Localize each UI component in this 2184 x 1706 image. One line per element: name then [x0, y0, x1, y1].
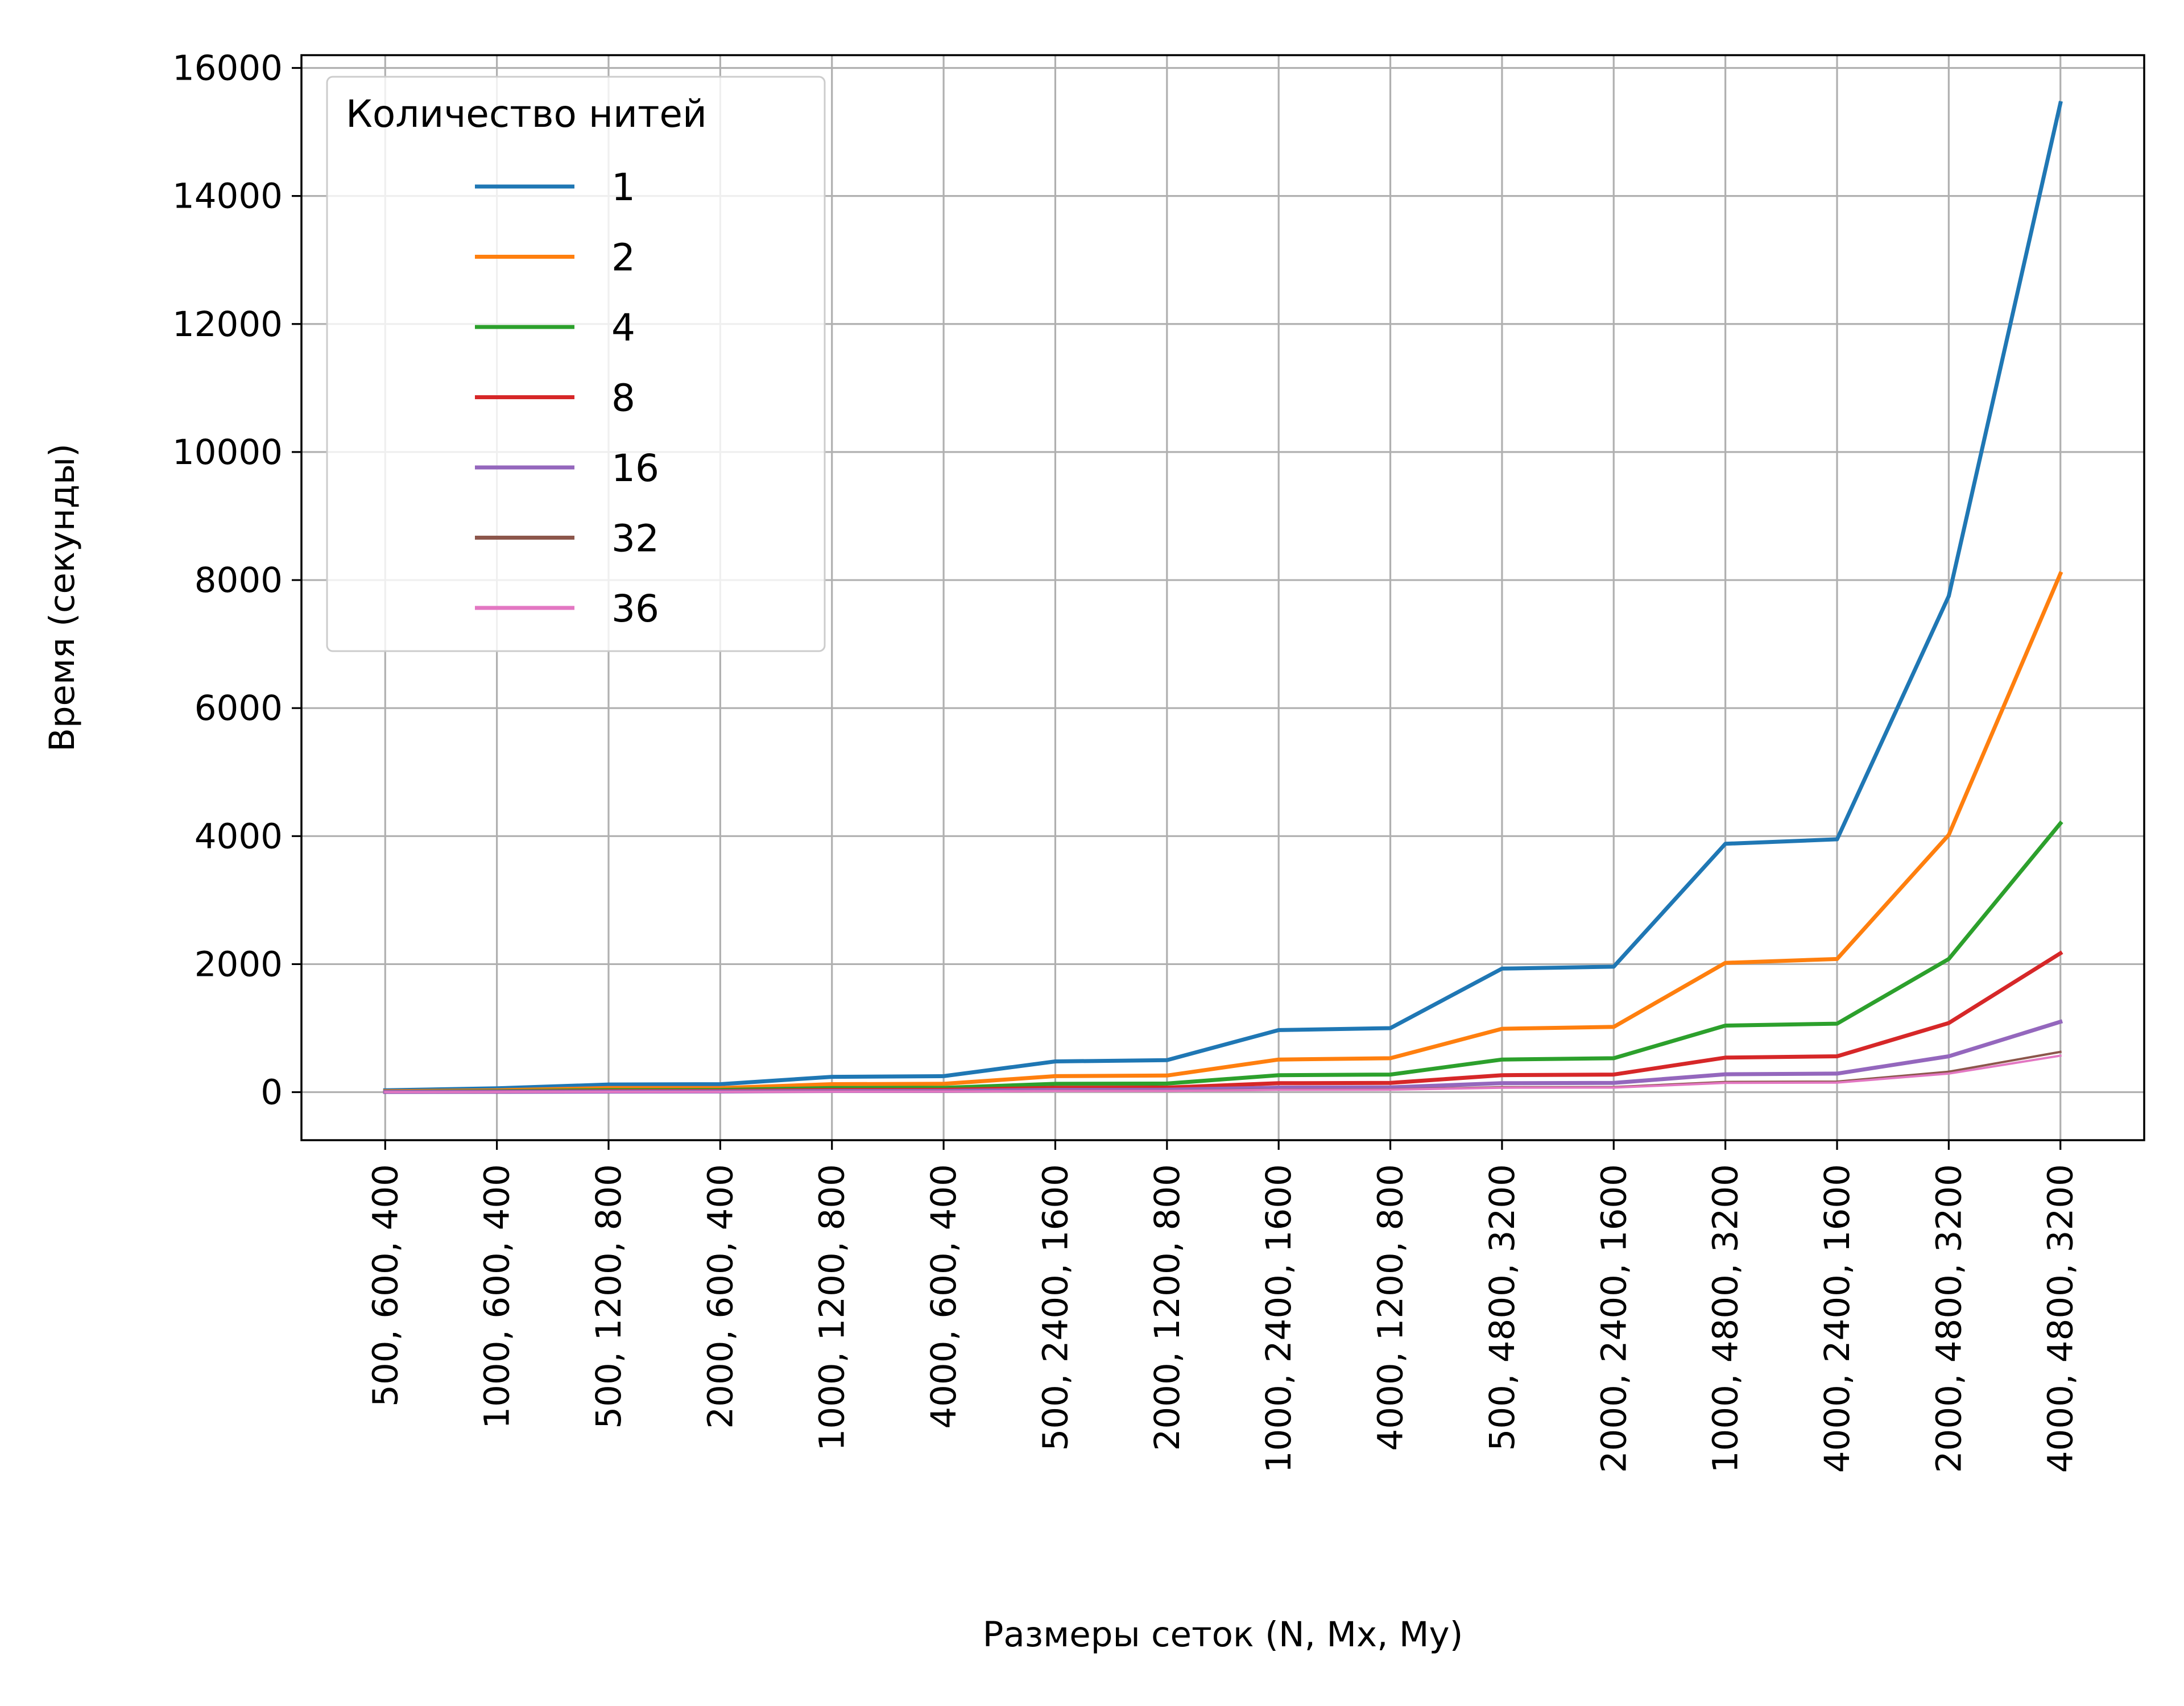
- x-tick-label: 4000, 1200, 800: [1371, 1164, 1411, 1451]
- series-layer: [383, 101, 2063, 1094]
- x-tick-label: 4000, 600, 400: [924, 1164, 964, 1429]
- x-tick-label: 500, 600, 400: [365, 1164, 406, 1407]
- plot-frame: [300, 54, 2145, 1141]
- x-tick-label: 1000, 1200, 800: [812, 1164, 853, 1451]
- x-tick-label: 500, 1200, 800: [589, 1164, 629, 1429]
- series-line-4: [383, 820, 2063, 1094]
- legend-box: [326, 76, 826, 652]
- y-tick-label: 10000: [172, 432, 283, 473]
- x-tick-label: 2000, 600, 400: [700, 1164, 741, 1429]
- x-tick-label: 2000, 1200, 800: [1147, 1164, 1188, 1451]
- legend-label-32: 32: [611, 517, 659, 561]
- x-tick-label: 1000, 2400, 1600: [1259, 1164, 1299, 1473]
- y-tick-label: 16000: [172, 48, 283, 89]
- legend-label-2: 2: [611, 236, 635, 280]
- series-line-1: [383, 101, 2063, 1092]
- legend-label-16: 16: [611, 446, 659, 490]
- legend-label-1: 1: [611, 165, 635, 209]
- x-tick-label: 2000, 4800, 3200: [1929, 1164, 1969, 1473]
- tick-layer: 500, 600, 400 1000, 600, 400 500, 1200, 80…: [172, 48, 2081, 1473]
- y-tick-label: 4000: [195, 816, 283, 856]
- x-tick-label: 1000, 600, 400: [477, 1164, 518, 1429]
- legend-label-8: 8: [611, 376, 635, 420]
- x-tick-label: 4000, 2400, 1600: [1817, 1164, 1858, 1473]
- series-line-36: [384, 1054, 2062, 1094]
- y-tick-label: 0: [260, 1073, 283, 1113]
- y-tick-label: 6000: [195, 688, 283, 728]
- y-tick-label: 12000: [172, 304, 283, 345]
- x-tick-label: 1000, 4800, 3200: [1706, 1164, 1746, 1473]
- x-tick-label: 500, 2400, 1600: [1035, 1164, 1076, 1451]
- y-tick-label: 2000: [195, 944, 283, 984]
- legend-label-36: 36: [611, 587, 659, 631]
- y-tick-label: 8000: [195, 560, 283, 601]
- y-axis-label: Время (секунды): [42, 444, 82, 752]
- x-tick-label: 500, 4800, 3200: [1482, 1164, 1523, 1451]
- legend-label-4: 4: [611, 306, 635, 350]
- x-tick-label: 4000, 4800, 3200: [2041, 1164, 2081, 1473]
- legend-title: Количество нитей: [346, 92, 707, 136]
- x-axis-label: Размеры сеток (N, Mx, My): [983, 1614, 1463, 1655]
- legend: Количество нитей 1 2 4 8 16 32 36: [326, 76, 826, 652]
- x-tick-label: 2000, 2400, 1600: [1594, 1164, 1634, 1473]
- y-tick-label: 14000: [172, 176, 283, 217]
